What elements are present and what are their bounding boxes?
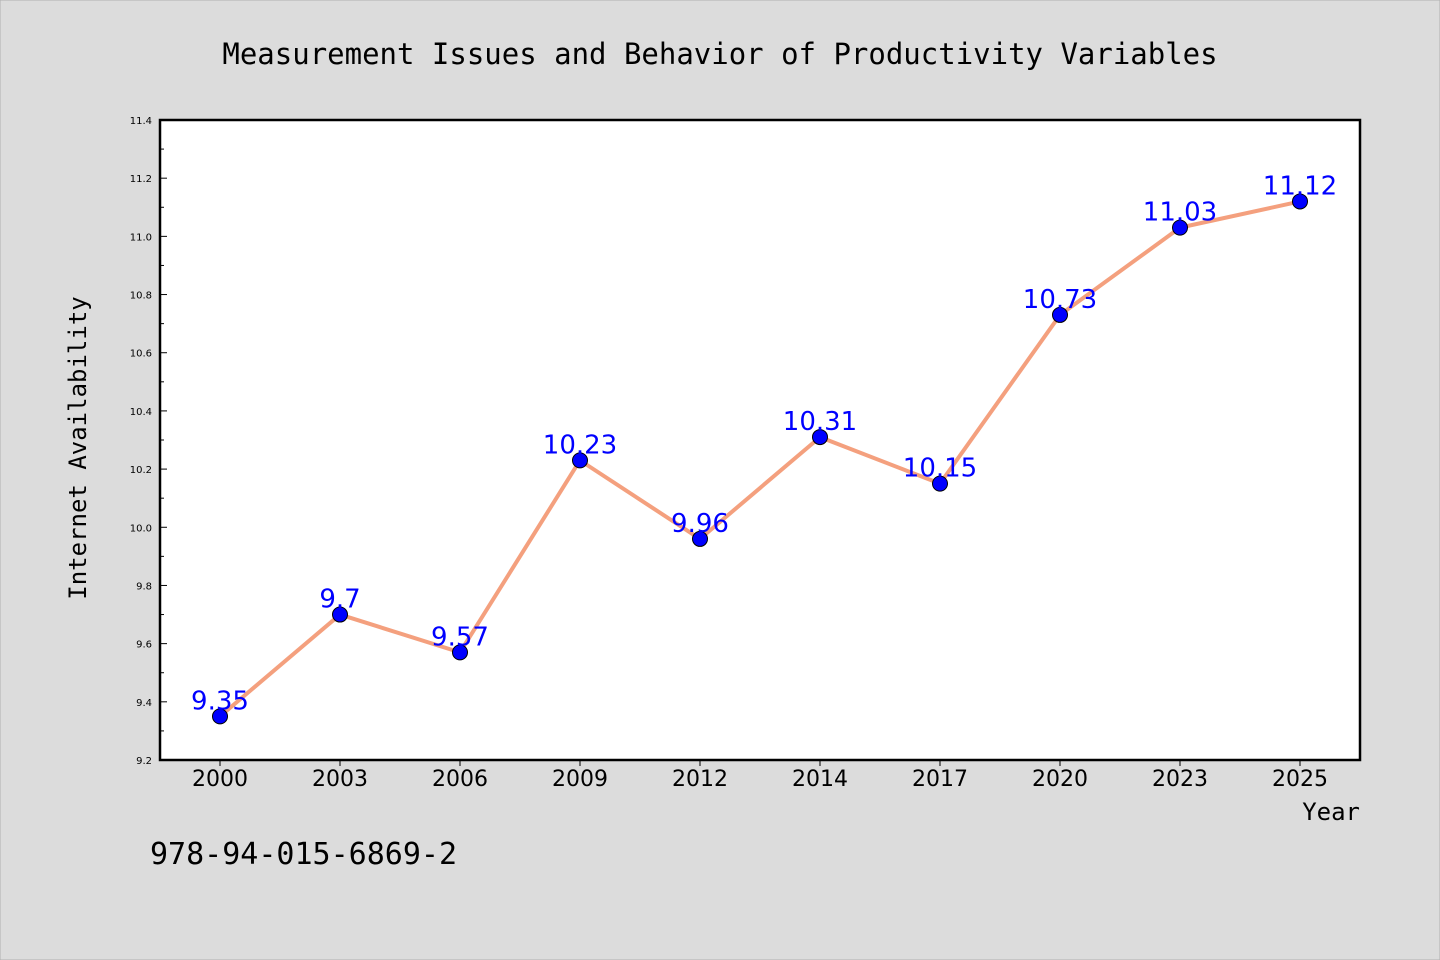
series-line-group [218,199,1301,718]
x-tick-label: 2020 [1032,767,1088,792]
data-label: 10.31 [783,407,857,437]
y-tick-label: 11.4 [130,116,152,127]
y-tick-label: 10.4 [130,407,152,418]
data-point [1172,219,1188,236]
x-tick-label: 2017 [912,767,968,792]
x-tick-label: 2006 [432,767,488,792]
x-axis-label: Year [1302,798,1360,826]
data-point [932,475,948,492]
data-label: 9.7 [319,585,360,615]
data-point [572,452,588,469]
data-labels-group: 9.35 9.7 9.57 10.23 9.96 10.31 10.15 10.73 11.03… [191,171,1337,716]
data-point [452,644,468,661]
y-tick-label: 9.6 [136,640,152,651]
markers-group [212,193,1308,725]
x-tick-label: 2014 [792,767,848,792]
plot-area [158,118,1362,762]
x-tick-label: 2025 [1272,767,1328,792]
data-label: 10.73 [1023,285,1097,315]
data-point [692,530,708,547]
x-tick-label: 2003 [312,767,368,792]
x-tick-label: 2009 [552,767,608,792]
y-tick-label: 11.0 [130,232,152,243]
y-tick-label: 10.0 [130,523,152,534]
data-label: 10.15 [903,454,977,484]
x-axis: 2000 2003 2006 2009 2012 2014 2017 2020 2023 2025 [192,760,1328,792]
data-point [1052,306,1068,323]
y-tick-label: 11.2 [130,174,152,185]
chart-title: Measurement Issues and Behavior of Produ… [222,37,1217,71]
data-point [1292,193,1308,210]
y-tick-label: 10.6 [130,349,152,360]
x-tick-label: 2000 [192,767,248,792]
data-point [812,429,828,446]
data-label: 11.03 [1143,198,1217,228]
y-axis-label: Internet Availability [64,296,92,599]
y-tick-label: 9.4 [136,698,152,709]
series-line [218,199,1301,718]
data-label: 9.35 [191,686,249,716]
footer-note: 978-94-015-6869-2 [150,837,457,872]
y-tick-label: 9.2 [136,756,152,767]
y-tick-label: 10.2 [130,465,152,476]
data-label: 9.96 [671,509,729,539]
y-tick-label: 10.8 [130,291,152,302]
x-tick-label: 2012 [672,767,728,792]
y-axis: 9.2 9.4 9.6 9.8 10.0 10.2 10.4 10.6 10.8 11.0 11.2… [130,116,167,767]
data-label: 9.57 [431,622,489,652]
data-label: 10.23 [543,430,617,460]
x-tick-label: 2023 [1152,767,1208,792]
data-point [212,708,228,725]
y-tick-label: 9.8 [136,581,152,592]
data-point [332,606,348,623]
data-label: 11.12 [1263,171,1337,201]
